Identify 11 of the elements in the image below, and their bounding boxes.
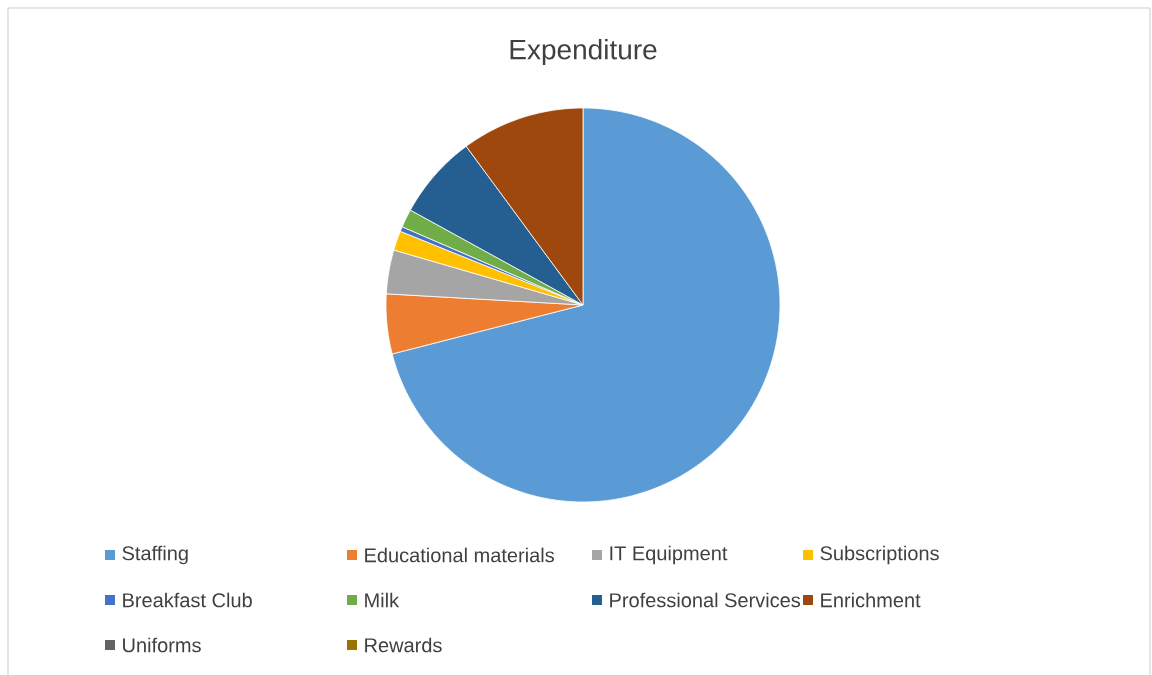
legend-label: Breakfast Club [123,592,252,608]
legend-label: Uniforms [123,637,201,653]
legend-label: Professional Services [610,592,801,608]
legend-label: Staffing [122,545,188,565]
legend-label: Educational materials [365,547,554,563]
legend-label: Milk [365,592,400,608]
legend-label: Subscriptions [820,545,939,565]
legend-label: Rewards [365,637,442,653]
legend-label: Enrichment [821,592,921,608]
chart-title: Expenditure [510,38,657,66]
legend-label: IT Equipment [610,545,728,565]
